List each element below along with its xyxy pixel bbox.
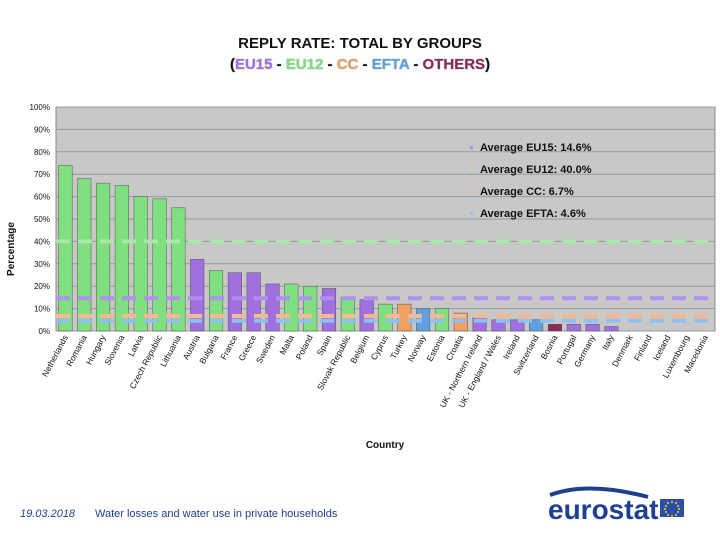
bar <box>321 288 337 332</box>
bar <box>284 283 299 332</box>
bar <box>566 324 581 332</box>
y-tick-label: 60% <box>34 193 50 202</box>
subtitle-group-others: OTHERS <box>422 56 486 73</box>
y-axis-label: Percentage <box>6 222 17 276</box>
eurostat-swoosh-icon: eurostat <box>548 486 684 525</box>
bar <box>303 285 318 332</box>
average-legend-label: Average EU12: 40.0% <box>480 164 592 176</box>
bar <box>96 182 111 332</box>
y-tick-label: 70% <box>34 170 50 179</box>
subtitle-separator: - <box>358 56 372 73</box>
subtitle-paren: ( <box>229 56 235 73</box>
x-tick-label: Malta <box>277 333 296 356</box>
y-tick-label: 90% <box>34 125 50 134</box>
x-tick-label: Spain <box>315 333 334 357</box>
x-axis-label: Country <box>366 440 405 451</box>
y-tick-label: 20% <box>34 282 50 291</box>
bar <box>604 326 619 332</box>
y-tick-label: 100% <box>30 103 50 112</box>
bar-chart: 0% 10% 20% 30% 40% 50% 60% 70% 80% 90% 100% Percent… <box>6 103 716 451</box>
bar <box>510 319 525 332</box>
x-tick-label: Poland <box>294 333 315 361</box>
x-tick-label: Netherlands <box>40 333 70 378</box>
x-tick-label: Latvia <box>126 333 146 358</box>
bar <box>58 164 73 332</box>
bar <box>547 324 562 332</box>
logo-text: eurostat <box>548 494 658 525</box>
bar <box>77 178 92 332</box>
subtitle-separator: - <box>272 56 286 73</box>
subtitle-separator: - <box>323 56 337 73</box>
y-tick-label: 10% <box>34 305 50 314</box>
average-legend-marker <box>470 190 473 193</box>
y-tick-label: 50% <box>34 215 50 224</box>
average-legend-marker <box>470 212 473 215</box>
average-legend-marker <box>470 168 473 171</box>
x-tick-label: Estonia <box>424 333 446 363</box>
subtitle-group-eu12: EU12 <box>285 56 324 73</box>
chart-subtitle: (EU15 - EU12 - CC - EFTA - OTHERS) <box>0 56 720 73</box>
y-tick-label: 0% <box>38 327 50 336</box>
average-legend-label: Average EFTA: 4.6% <box>480 208 586 220</box>
bar <box>190 259 205 332</box>
bar <box>265 283 280 332</box>
bar <box>152 198 167 332</box>
bar <box>171 207 186 332</box>
x-tick-label: Cyprus <box>369 333 390 361</box>
footer-text: Water losses and water use in private ho… <box>95 508 338 520</box>
footer-date: 19.03.2018 <box>20 508 76 520</box>
chart-title: REPLY RATE: TOTAL BY GROUPS <box>238 35 482 52</box>
bar <box>133 196 148 332</box>
average-legend-label: Average EU15: 14.6% <box>480 142 592 154</box>
subtitle-paren: ) <box>485 56 491 73</box>
average-legend-label: Average CC: 6.7% <box>480 186 574 198</box>
subtitle-group-eu15: EU15 <box>234 56 273 73</box>
bar <box>114 185 129 332</box>
subtitle-group-cc: CC <box>336 56 359 73</box>
subtitle-group-efta: EFTA <box>371 56 410 73</box>
x-tick-label: Italy <box>600 333 617 352</box>
y-tick-label: 30% <box>34 260 50 269</box>
bar <box>529 319 544 332</box>
y-tick-label: 80% <box>34 148 50 157</box>
subtitle-separator: - <box>409 56 423 73</box>
eurostat-logo: eurostat <box>548 485 698 530</box>
y-tick-label: 40% <box>34 237 50 246</box>
bar <box>585 324 600 332</box>
average-legend-marker <box>470 146 473 149</box>
